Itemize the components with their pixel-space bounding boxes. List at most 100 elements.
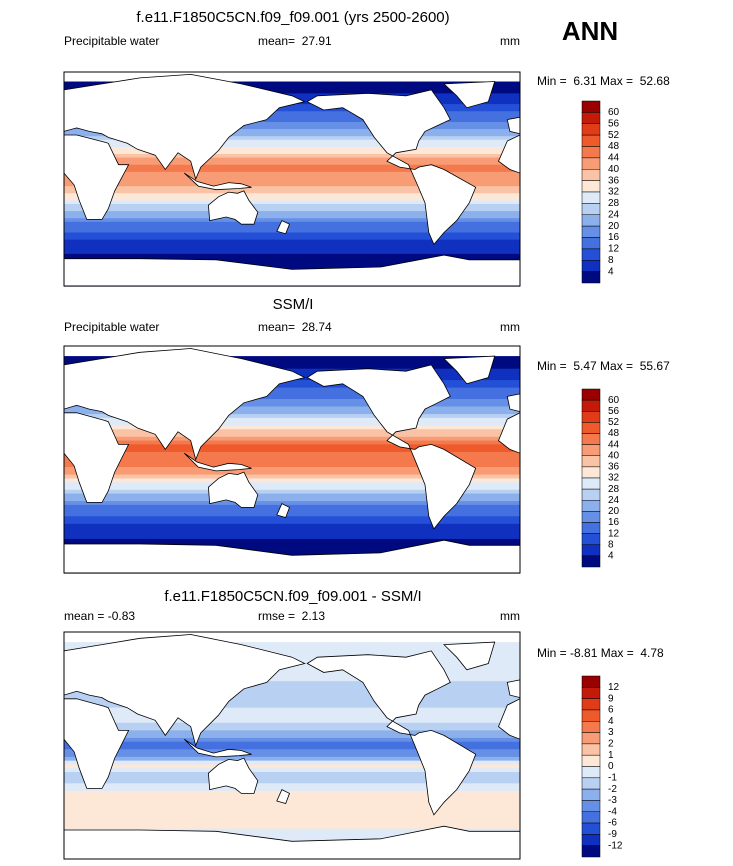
field-band bbox=[64, 433, 520, 438]
field-band bbox=[64, 520, 520, 525]
field-band bbox=[64, 203, 520, 209]
field-band bbox=[64, 489, 520, 495]
field-band bbox=[64, 707, 520, 713]
land bbox=[443, 81, 496, 109]
field-band bbox=[64, 726, 520, 731]
colorbar-box bbox=[581, 422, 601, 434]
colorbar-label: -6 bbox=[608, 818, 617, 829]
left-label: Precipitable water bbox=[64, 320, 159, 334]
field-band bbox=[64, 125, 520, 130]
field-band bbox=[64, 440, 520, 445]
field-band bbox=[64, 82, 520, 87]
field-band bbox=[64, 455, 520, 461]
colorbar-box bbox=[581, 466, 601, 479]
field-band bbox=[64, 239, 520, 244]
field-band bbox=[64, 493, 520, 498]
field-band bbox=[64, 768, 520, 773]
colorbar-box bbox=[581, 511, 601, 523]
field-band bbox=[64, 527, 520, 532]
field-band bbox=[64, 542, 520, 548]
colorbar-box bbox=[581, 444, 601, 456]
colorbar-label: 3 bbox=[608, 727, 614, 738]
field-band bbox=[64, 745, 520, 750]
field-band bbox=[64, 164, 520, 169]
field-band bbox=[64, 531, 520, 536]
field-band bbox=[64, 482, 520, 487]
colorbar-box bbox=[581, 721, 601, 733]
colorbar-box bbox=[581, 777, 601, 790]
field-band bbox=[64, 737, 520, 743]
field-band bbox=[64, 221, 520, 226]
land bbox=[207, 471, 259, 508]
field-band bbox=[64, 243, 520, 248]
field-band bbox=[64, 118, 520, 123]
field-band bbox=[64, 186, 520, 191]
field-band bbox=[64, 756, 520, 762]
field-band bbox=[64, 730, 520, 735]
colorbar-label: 48 bbox=[608, 141, 620, 152]
field-band bbox=[64, 89, 520, 94]
colorbar-label: -3 bbox=[608, 795, 617, 806]
colorbar-box bbox=[581, 500, 601, 512]
field-band bbox=[64, 417, 520, 423]
field-band bbox=[64, 802, 520, 807]
colorbar-label: 60 bbox=[608, 107, 620, 118]
field-band bbox=[64, 211, 520, 216]
field-band bbox=[64, 361, 520, 366]
colorbar-box bbox=[581, 248, 601, 261]
map bbox=[63, 71, 521, 287]
field-band bbox=[64, 157, 520, 162]
field-band bbox=[64, 703, 520, 709]
field-band bbox=[64, 143, 520, 148]
colorbar-label: 24 bbox=[608, 495, 620, 506]
land bbox=[306, 364, 477, 530]
colorbar-box bbox=[581, 271, 601, 284]
field-band bbox=[64, 734, 520, 739]
field-band bbox=[64, 179, 520, 184]
field-band bbox=[64, 523, 520, 529]
colorbar-box bbox=[581, 260, 601, 272]
field-band bbox=[64, 647, 520, 652]
field-band bbox=[64, 111, 520, 116]
field-band bbox=[64, 182, 520, 187]
field-band bbox=[64, 175, 520, 180]
field-band bbox=[64, 146, 520, 152]
field-band bbox=[64, 136, 520, 141]
field-band bbox=[64, 121, 520, 127]
colorbar-label: 36 bbox=[608, 462, 620, 473]
colorbar-box bbox=[581, 822, 601, 835]
field-band bbox=[64, 722, 520, 728]
colorbar-box bbox=[581, 180, 601, 193]
field-band bbox=[64, 429, 520, 434]
field-band bbox=[64, 470, 520, 476]
colorbar-label: 12 bbox=[608, 682, 620, 693]
land bbox=[276, 789, 291, 804]
colorbar-box bbox=[581, 800, 601, 812]
field-band bbox=[64, 168, 520, 173]
colorbar-label: 4 bbox=[608, 551, 614, 562]
colorbar-label: 60 bbox=[608, 395, 620, 406]
min-max-label: Min = -8.81 Max = 4.78 bbox=[537, 646, 664, 660]
land bbox=[63, 73, 306, 181]
center-label: mean= 28.74 bbox=[258, 320, 332, 334]
field-band bbox=[64, 410, 520, 415]
colorbar-box bbox=[581, 399, 601, 412]
colorbar-box bbox=[581, 169, 601, 181]
field-band bbox=[64, 395, 520, 400]
field-band bbox=[64, 749, 520, 754]
colorbar-label: 9 bbox=[608, 693, 614, 704]
field-band bbox=[64, 364, 520, 370]
field-band bbox=[64, 114, 520, 119]
map-frame bbox=[63, 631, 521, 860]
colorbar-label: 2 bbox=[608, 739, 614, 750]
colorbar-label: 6 bbox=[608, 705, 614, 716]
colorbar-box bbox=[581, 834, 601, 846]
land bbox=[63, 634, 306, 747]
colorbar-label: 0 bbox=[608, 761, 614, 772]
colorbar-box bbox=[581, 555, 601, 568]
field-band bbox=[64, 474, 520, 480]
field-band bbox=[64, 196, 520, 201]
land bbox=[306, 650, 477, 816]
field-band bbox=[64, 451, 520, 457]
